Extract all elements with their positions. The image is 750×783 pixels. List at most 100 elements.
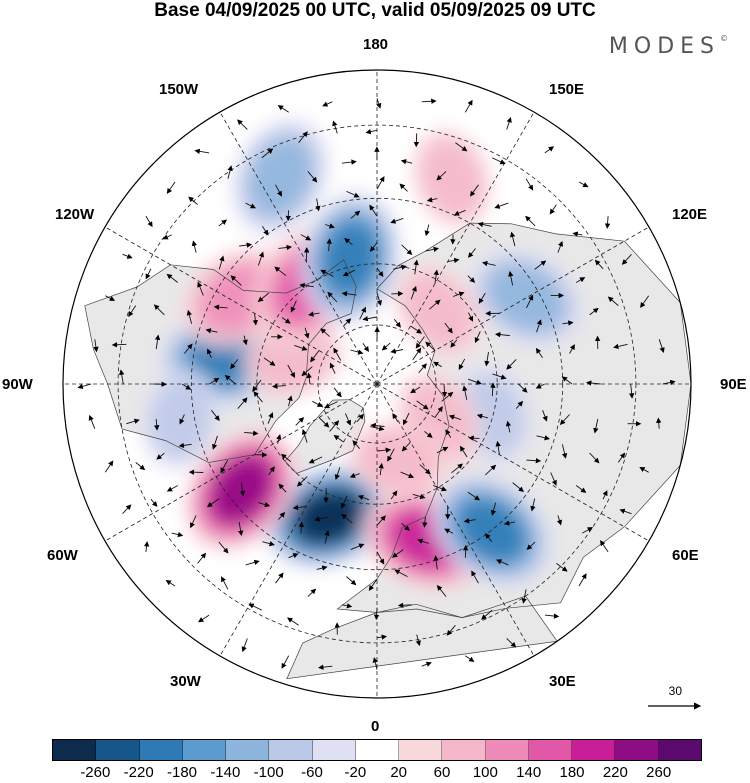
wind-vector-5 <box>166 181 176 194</box>
wind-vector-50 <box>119 369 125 385</box>
wind-vector-214 <box>278 483 287 493</box>
wind-vector-34 <box>604 216 611 229</box>
wind-vector-17 <box>241 638 248 653</box>
coastline-north-america <box>84 259 357 463</box>
colorbar-cell-1 <box>96 740 140 760</box>
wind-vector-308 <box>352 440 361 449</box>
wind-vector-322 <box>362 342 370 352</box>
wind-vector-269 <box>376 292 382 306</box>
wind-vector-81 <box>341 159 357 165</box>
wind-vector-99 <box>341 603 353 609</box>
wind-vector-236 <box>376 267 384 278</box>
wind-vector-24 <box>544 613 560 619</box>
wind-vector-328 <box>344 413 352 426</box>
wind-vector-316 <box>433 361 442 368</box>
wind-vector-38 <box>464 99 473 113</box>
wind-vector-25 <box>578 573 587 587</box>
wind-vector-154 <box>534 260 547 270</box>
brand-logo: MODES© <box>609 34 728 59</box>
wind-vector-177 <box>298 521 305 534</box>
wind-vector-267 <box>413 259 419 275</box>
wind-vector-178 <box>324 530 330 544</box>
wind-vector-145 <box>503 520 515 526</box>
wind-vector-13 <box>122 504 132 515</box>
wind-vector-103 <box>471 570 479 584</box>
wind-vector-248 <box>280 453 292 462</box>
colorbar-cell-7 <box>355 740 400 760</box>
colorbar-tick-label: -180 <box>166 764 198 781</box>
wind-vector-246 <box>267 412 274 424</box>
wind-vector-288 <box>448 414 462 421</box>
wind-vector-120 <box>376 176 385 190</box>
wind-vector-33 <box>621 253 632 265</box>
colorbar-cell-2 <box>139 740 183 760</box>
wind-vector-94 <box>190 515 197 529</box>
colorbar-cell-14 <box>658 740 701 760</box>
wind-vector-56 <box>221 576 229 590</box>
wind-vector-18 <box>281 655 290 669</box>
lon-label-60e: 60E <box>672 547 699 564</box>
wind-vector-318 <box>415 336 425 349</box>
anomaly-cell-8-4 <box>322 221 378 295</box>
wind-vector-58 <box>287 617 299 626</box>
anomaly-cell-3-5 <box>211 458 271 522</box>
wind-vector-100 <box>373 607 380 621</box>
wind-vector-257 <box>459 445 468 458</box>
wind-vector-21 <box>421 661 432 667</box>
wind-vector-67 <box>602 490 608 500</box>
wind-vector-75 <box>549 204 557 215</box>
wind-vector-224 <box>495 440 501 455</box>
wind-vector-333 <box>403 412 410 426</box>
wind-vector-260 <box>490 382 496 397</box>
wind-vector-204 <box>274 266 287 277</box>
colorbar-tick-label: -20 <box>344 764 367 781</box>
wind-vector-206 <box>252 313 259 326</box>
wind-vector-137 <box>288 553 299 559</box>
wind-vector-51 <box>126 418 140 425</box>
wind-vector-323 <box>350 349 364 355</box>
wind-vector-3 <box>237 119 248 130</box>
wind-vector-54 <box>171 531 184 538</box>
wind-vector-295 <box>410 285 417 300</box>
colorbar-cell-9 <box>442 740 486 760</box>
wind-vector-31 <box>658 339 665 354</box>
anomaly-cell-10-2 <box>487 265 565 331</box>
colorbar-tick-label: -100 <box>253 764 284 781</box>
wind-vector-293 <box>444 322 453 334</box>
wind-vector-255 <box>433 484 447 492</box>
wind-vector-160 <box>369 204 378 217</box>
wind-vector-300 <box>320 328 330 337</box>
wind-vector-203 <box>303 247 310 262</box>
wind-vector-165 <box>257 251 264 266</box>
wind-vector-241 <box>281 317 291 324</box>
wind-vector-284 <box>400 471 415 479</box>
wind-vector-309 <box>376 447 392 453</box>
wind-vector-37 <box>506 116 512 130</box>
wind-vector-127 <box>197 281 204 296</box>
wind-vector-163 <box>300 234 312 241</box>
lon-label-150w: 150W <box>159 81 199 98</box>
wind-vector-82 <box>307 171 318 183</box>
wind-vector-233 <box>447 257 460 264</box>
wind-vector-29 <box>656 417 662 429</box>
wind-vector-334 <box>416 400 429 410</box>
wind-vector-276 <box>272 383 286 389</box>
wind-vector-44 <box>227 165 233 179</box>
meridian-30 <box>376 383 535 657</box>
wind-vector-268 <box>393 264 407 270</box>
wind-vector-272 <box>308 311 320 317</box>
wind-vector-30 <box>662 379 676 386</box>
wind-vector-86 <box>191 240 198 253</box>
lon-label-0: 0 <box>371 718 380 735</box>
lon-label-150e: 150E <box>549 81 585 98</box>
wind-vector-310 <box>387 448 395 462</box>
wind-vector-173 <box>220 459 228 474</box>
wind-vector-179 <box>350 543 365 551</box>
wind-vector-19 <box>318 664 333 670</box>
wind-vector-217 <box>341 513 353 524</box>
wind-vector-170 <box>209 377 220 385</box>
anomaly-cell-6-1 <box>253 327 334 390</box>
lon-label-60w: 60W <box>47 547 78 564</box>
wind-vector-194 <box>508 270 514 286</box>
wind-vector-16 <box>198 614 210 623</box>
